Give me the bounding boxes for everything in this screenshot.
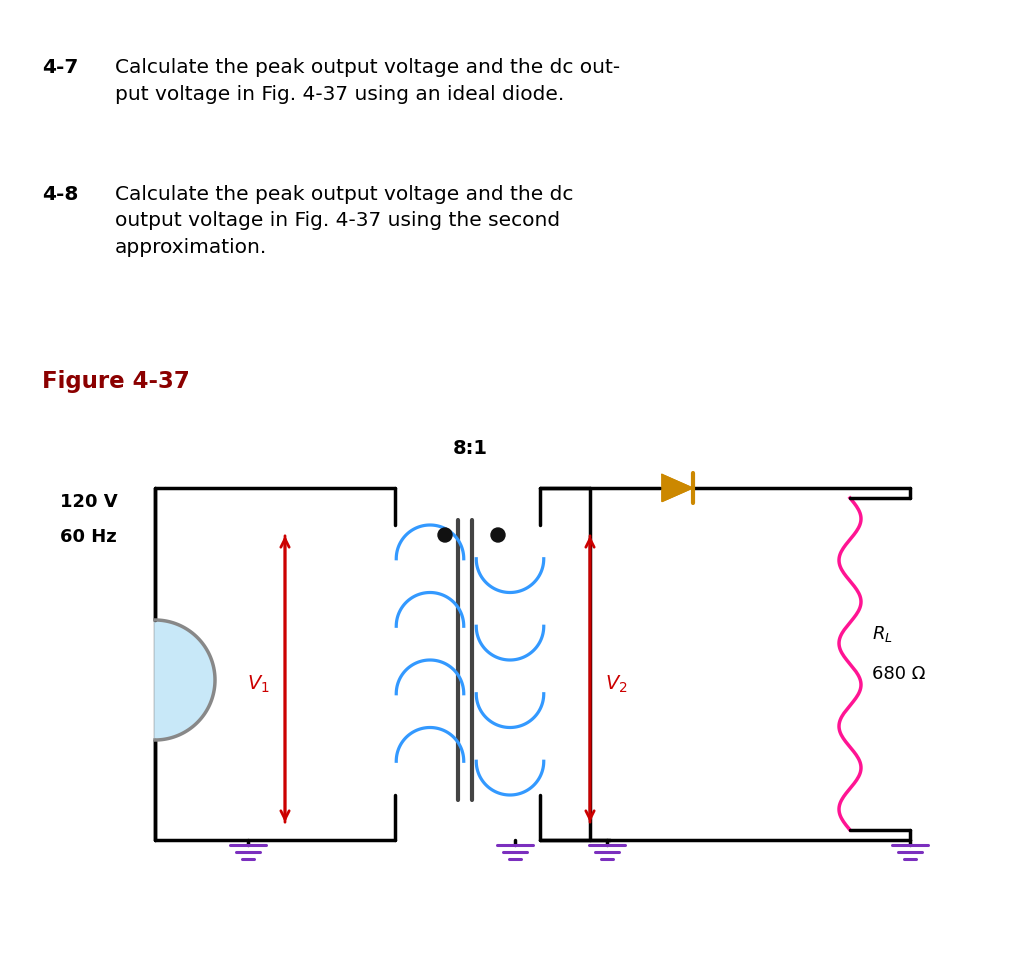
Text: 4-7: 4-7 (42, 58, 79, 77)
Text: 680 Ω: 680 Ω (873, 665, 925, 683)
Polygon shape (662, 475, 692, 501)
Text: Figure 4-37: Figure 4-37 (42, 370, 189, 393)
Circle shape (438, 528, 452, 542)
Circle shape (491, 528, 505, 542)
Text: 8:1: 8:1 (452, 439, 487, 458)
Text: 60 Hz: 60 Hz (60, 528, 117, 546)
Text: Calculate the peak output voltage and the dc out-
put voltage in Fig. 4-37 using: Calculate the peak output voltage and th… (115, 58, 620, 104)
Text: 120 V: 120 V (60, 493, 118, 511)
Text: 4-8: 4-8 (42, 185, 79, 204)
Polygon shape (155, 620, 215, 740)
Text: $R_L$: $R_L$ (873, 624, 893, 644)
Text: Calculate the peak output voltage and the dc
output voltage in Fig. 4-37 using t: Calculate the peak output voltage and th… (115, 185, 573, 257)
Text: $V_2$: $V_2$ (605, 673, 627, 695)
Text: $V_1$: $V_1$ (247, 673, 270, 695)
